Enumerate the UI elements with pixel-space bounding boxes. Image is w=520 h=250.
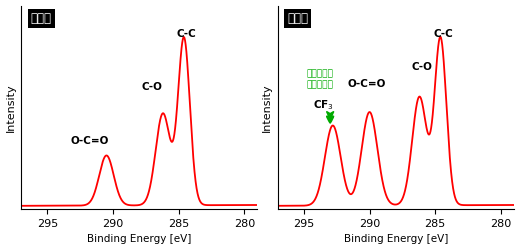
Text: 修飾後: 修飾後 (287, 12, 308, 25)
Text: C-C: C-C (433, 29, 453, 39)
Y-axis label: Intensity: Intensity (6, 83, 16, 132)
Text: 修飾前: 修飾前 (31, 12, 51, 25)
Text: CF$_3$: CF$_3$ (313, 98, 334, 112)
Text: O-C=O: O-C=O (348, 79, 386, 89)
Text: C-O: C-O (142, 82, 163, 92)
Text: O-C=O: O-C=O (70, 136, 109, 146)
X-axis label: Binding Energy [eV]: Binding Energy [eV] (87, 234, 191, 244)
X-axis label: Binding Energy [eV]: Binding Energy [eV] (344, 234, 448, 244)
Y-axis label: Intensity: Intensity (262, 83, 272, 132)
Text: C-C: C-C (177, 29, 197, 39)
Text: C-O: C-O (412, 62, 433, 72)
Text: 化学修飾に
よって出現: 化学修飾に よって出現 (306, 69, 333, 89)
